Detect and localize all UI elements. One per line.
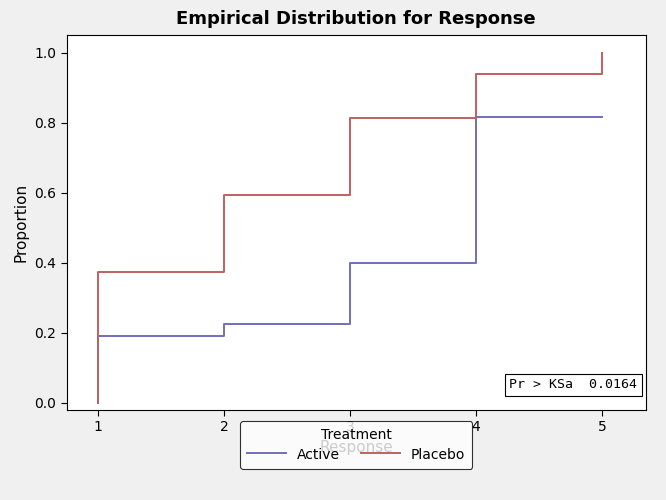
Text: Pr > KSa  0.0164: Pr > KSa 0.0164	[509, 378, 637, 391]
Title: Empirical Distribution for Response: Empirical Distribution for Response	[176, 10, 536, 28]
X-axis label: Response: Response	[320, 440, 393, 455]
Legend: Active, Placebo: Active, Placebo	[240, 421, 472, 469]
Y-axis label: Proportion: Proportion	[13, 183, 29, 262]
